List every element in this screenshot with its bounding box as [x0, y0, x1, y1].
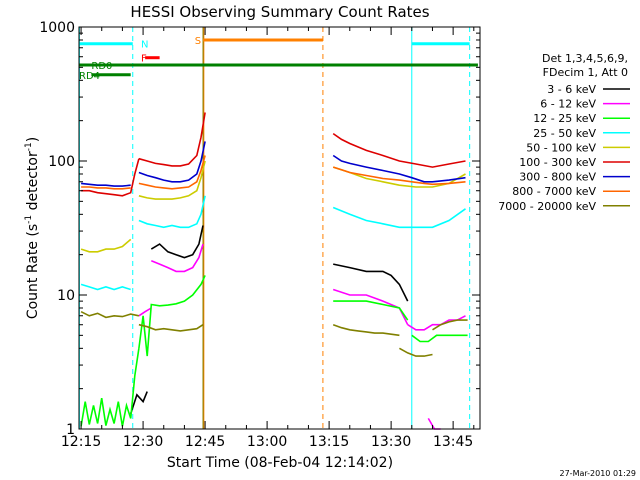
legend: Det 1,3,4,5,6,9,FDecim 1, Att 0 3 - 6 keV… [498, 52, 630, 213]
y-axis: 1 10 100 1000 [39, 20, 480, 438]
series-5-segment-0 [81, 158, 140, 197]
legend-label-5: 100 - 300 keV [519, 156, 596, 169]
series-4-segment-2 [332, 166, 466, 188]
legend-header-1: FDecim 1, Att 0 [543, 66, 628, 79]
y-tick-label-1: 10 [57, 288, 75, 304]
series-5-segment-2 [332, 132, 466, 168]
series-8-segment-3 [399, 347, 433, 357]
legend-label-0: 3 - 6 keV [547, 83, 596, 96]
series-2-segment-3 [411, 334, 468, 343]
series-1-segment-4 [427, 417, 441, 430]
series-0-segment-0 [129, 391, 148, 414]
data-series [80, 112, 468, 430]
series-3-segment-2 [332, 206, 466, 229]
series-0-segment-1 [150, 225, 204, 259]
series-8-segment-0 [80, 310, 140, 319]
x-tick-label-0: 12:15 [61, 434, 101, 450]
legend-label-8: 7000 - 20000 keV [498, 200, 596, 213]
y-tick-label-2: 100 [48, 154, 75, 170]
x-tick-label-1: 12:30 [123, 434, 163, 450]
legend-label-7: 800 - 7000 keV [512, 185, 596, 198]
series-1-segment-0 [138, 307, 152, 317]
timestamp: 27-Mar-2010 01:29 [560, 469, 637, 478]
series-2-segment-0 [80, 348, 140, 427]
legend-label-2: 12 - 25 keV [533, 112, 596, 125]
series-6-segment-2 [332, 154, 466, 183]
state-label-s: S [195, 36, 201, 47]
y-axis-label: Count Rate (s-1 detector-1) [24, 137, 41, 319]
legend-label-3: 25 - 50 keV [533, 127, 596, 140]
state-label-f: F [141, 54, 147, 65]
state-label-n: N [141, 40, 148, 51]
series-2-segment-1 [138, 275, 206, 357]
series-6-segment-1 [138, 141, 206, 183]
x-axis-label: Start Time (08-Feb-04 12:14:02) [167, 455, 393, 471]
y-tick-label-3: 1000 [39, 20, 75, 36]
chart-title: HESSI Observing Summary Count Rates [130, 3, 429, 21]
state-label-rd0: RD0 [91, 61, 112, 72]
series-8-segment-2 [332, 323, 400, 337]
y-tick-label-0: 1 [66, 422, 75, 438]
series-6-segment-0 [81, 182, 131, 187]
state-label-rd4: RD4 [79, 71, 100, 82]
legend-label-4: 50 - 100 keV [526, 141, 596, 154]
legend-header-0: Det 1,3,4,5,6,9, [542, 52, 628, 65]
series-8-segment-4 [432, 319, 468, 331]
x-tick-label-4: 13:15 [309, 434, 349, 450]
series-7-segment-1 [138, 155, 206, 190]
plot-frame [78, 26, 481, 430]
series-3-segment-0 [80, 283, 131, 291]
series-4-segment-0 [80, 238, 132, 253]
series-2-segment-2 [333, 300, 409, 321]
x-tick-label-6: 13:45 [433, 434, 473, 450]
series-8-segment-1 [138, 323, 204, 332]
series-7-segment-0 [81, 186, 131, 190]
series-7-segment-2 [332, 166, 466, 186]
legend-label-6: 300 - 800 keV [519, 171, 596, 184]
series-3-segment-1 [138, 195, 206, 229]
x-tick-label-3: 13:00 [247, 434, 287, 450]
x-tick-label-5: 13:30 [371, 434, 411, 450]
series-4-segment-1 [138, 160, 206, 200]
legend-label-1: 6 - 12 keV [540, 98, 596, 111]
series-5-segment-1 [138, 112, 206, 167]
x-axis: 12:15 12:30 12:45 13:00 13:15 13:30 13:45 [61, 27, 475, 450]
series-0-segment-2 [333, 263, 409, 302]
series-1-segment-1 [151, 243, 204, 273]
x-tick-label-2: 12:45 [185, 434, 225, 450]
